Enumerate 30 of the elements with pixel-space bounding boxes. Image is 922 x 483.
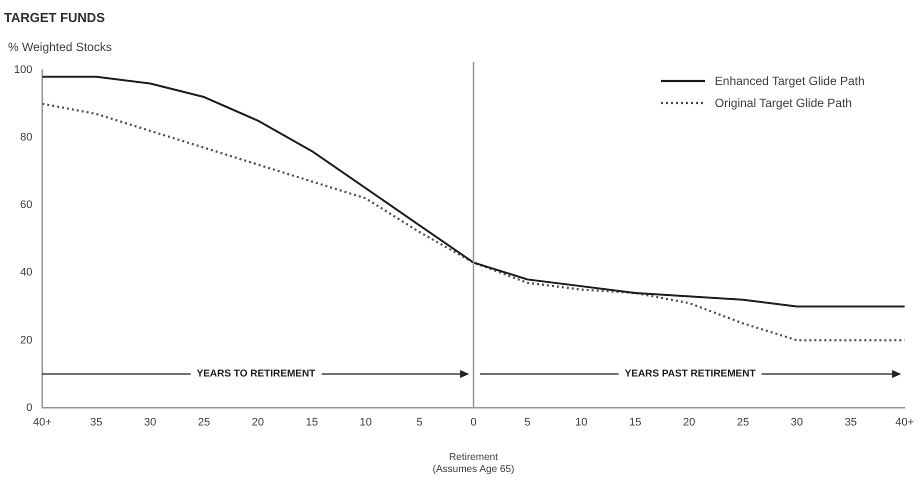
x-tick-label: 15 [306, 416, 318, 428]
x-tick-label: 0 [470, 416, 477, 428]
x-tick-label: 40+ [33, 416, 52, 428]
y-axis-title: % Weighted Stocks [8, 40, 112, 54]
x-tick-label: 5 [524, 416, 530, 428]
chart-title: TARGET FUNDS [4, 10, 105, 25]
x-tick-label: 25 [736, 416, 750, 428]
x-tick-label: 30 [144, 416, 156, 428]
y-tick-label: 0 [26, 402, 32, 414]
y-tick-label: 40 [20, 266, 32, 279]
annotation: YEARS PAST RETIREMENT [618, 368, 762, 380]
y-tick-label: 80 [20, 132, 32, 144]
annotation: YEARS TO RETIREMENT [190, 368, 322, 380]
x-tick-label: 30 [790, 416, 804, 428]
y-tick-label: 60 [20, 199, 32, 212]
x-tick-label: 20 [682, 416, 696, 428]
x-tick-label: 35 [90, 416, 102, 428]
legend-label: Original Target Glide Path [714, 96, 852, 110]
x-tick-label: 20 [252, 416, 264, 428]
x-tick-label: 15 [629, 416, 642, 428]
x-tick-label: 25 [198, 416, 210, 428]
x-tick-label: 5 [416, 416, 423, 428]
y-tick-label: 20 [20, 334, 32, 346]
x-tick-label: 35 [844, 416, 857, 428]
x-tick-label: 40+ [895, 416, 914, 428]
x-tick-label: 10 [575, 416, 588, 428]
y-tick-label: 100 [14, 64, 32, 76]
x-tick-label: 10 [360, 416, 372, 428]
legend-label: Enhanced Target Glide Path [714, 74, 865, 88]
x-axis-title: Retirement (Assumes Age 65) [432, 452, 514, 475]
